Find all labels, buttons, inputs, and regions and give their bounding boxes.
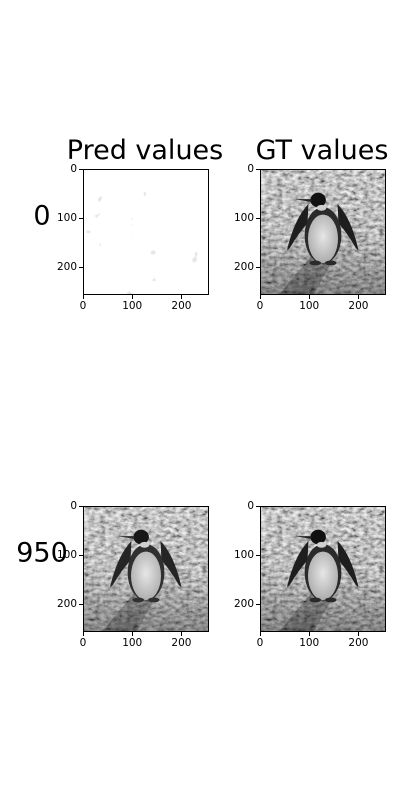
y-tick-mark	[79, 505, 83, 507]
x-tick-label: 0	[79, 637, 87, 649]
x-tick-mark	[131, 632, 133, 636]
x-tick-label: 200	[348, 637, 369, 649]
y-tick-mark	[79, 217, 83, 219]
x-tick-label: 200	[171, 637, 192, 649]
y-tick-label: 100	[233, 212, 254, 225]
x-tick-mark	[180, 295, 182, 299]
x-tick-label: 100	[122, 300, 143, 312]
heatmap-image	[84, 170, 208, 294]
y-tick-label: 200	[56, 261, 77, 274]
x-tick-mark	[357, 295, 359, 299]
y-tick-mark	[79, 554, 83, 556]
image-panel-gt-epoch-0	[260, 169, 386, 295]
x-tick-mark	[259, 295, 261, 299]
y-tick-label: 200	[233, 598, 254, 611]
y-tick-label: 100	[56, 549, 77, 562]
y-tick-label: 0	[70, 500, 77, 512]
image-panel-gt-epoch-950	[260, 506, 386, 632]
y-tick-mark	[256, 266, 260, 268]
x-tick-mark	[82, 632, 84, 636]
heatmap-image	[261, 170, 385, 294]
x-tick-label: 0	[256, 300, 264, 312]
penguin-photo	[261, 507, 385, 631]
column-title-gt: GT values	[255, 135, 389, 166]
x-tick-label: 0	[256, 637, 264, 649]
x-tick-label: 0	[79, 300, 87, 312]
x-tick-label: 200	[348, 300, 369, 312]
y-tick-label: 100	[56, 212, 77, 225]
heatmap-image	[261, 507, 385, 631]
heatmap-image	[84, 507, 208, 631]
noise-pattern	[84, 170, 208, 294]
penguin-photo	[84, 507, 208, 631]
y-tick-mark	[256, 505, 260, 507]
x-tick-mark	[180, 632, 182, 636]
y-tick-mark	[256, 603, 260, 605]
y-tick-mark	[79, 603, 83, 605]
x-tick-mark	[308, 632, 310, 636]
y-tick-mark	[256, 217, 260, 219]
image-panel-pred-epoch-950	[83, 506, 209, 632]
x-tick-mark	[259, 632, 261, 636]
y-tick-label: 200	[56, 598, 77, 611]
x-tick-label: 200	[171, 300, 192, 312]
y-tick-mark	[256, 168, 260, 170]
y-tick-mark	[79, 266, 83, 268]
penguin-photo	[261, 170, 385, 294]
row-label-epoch-950: 950	[16, 537, 68, 569]
x-tick-label: 100	[122, 637, 143, 649]
x-tick-label: 100	[299, 300, 320, 312]
image-panel-pred-epoch-0	[83, 169, 209, 295]
x-tick-mark	[131, 295, 133, 299]
y-tick-label: 0	[247, 163, 254, 175]
y-tick-mark	[256, 554, 260, 556]
column-title-pred: Pred values	[66, 135, 224, 166]
x-tick-mark	[357, 632, 359, 636]
x-tick-label: 100	[299, 637, 320, 649]
y-tick-mark	[79, 168, 83, 170]
x-tick-mark	[308, 295, 310, 299]
y-tick-label: 0	[247, 500, 254, 512]
y-tick-label: 0	[70, 163, 77, 175]
row-label-epoch-0: 0	[33, 200, 51, 232]
x-tick-mark	[82, 295, 84, 299]
y-tick-label: 200	[233, 261, 254, 274]
y-tick-label: 100	[233, 549, 254, 562]
